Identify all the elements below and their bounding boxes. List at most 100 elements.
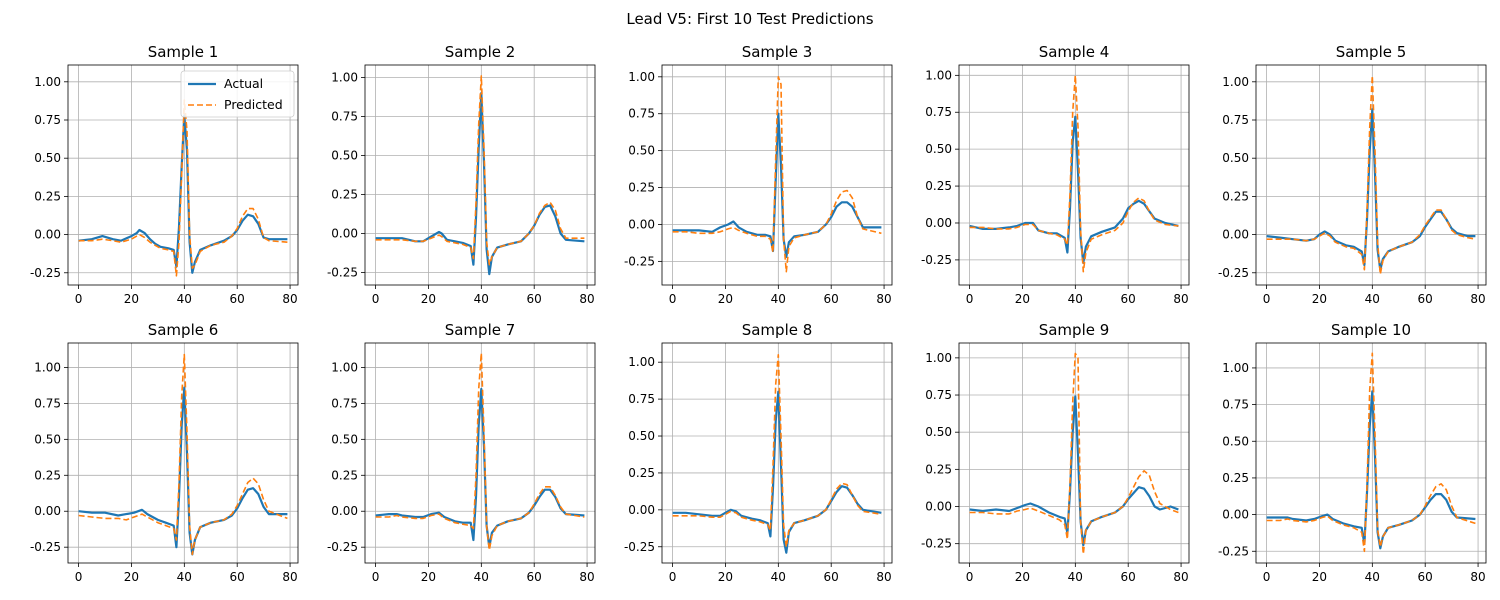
predicted-series-line bbox=[375, 75, 585, 266]
y-tick-label: 0.00 bbox=[1222, 228, 1249, 242]
plot-frame bbox=[661, 64, 893, 286]
predicted-series-line bbox=[78, 353, 288, 556]
y-tick-label: 0.00 bbox=[628, 503, 655, 517]
y-tick-label: 0.50 bbox=[331, 148, 358, 162]
x-tick-label: 40 bbox=[1365, 570, 1380, 584]
y-tick-label: -0.25 bbox=[921, 253, 952, 267]
y-tick-label: 0.25 bbox=[1222, 189, 1249, 203]
x-tick-label: 0 bbox=[669, 292, 677, 306]
x-tick-label: 40 bbox=[177, 292, 192, 306]
subplot-3: Sample 3 0 20 40 60 80 -0.25 0.00 0.25 0.50 0.75 1.… bbox=[624, 43, 893, 306]
subplot-grid: Sample 10 20 40 60 80-0.250.000.250.500.751.… bbox=[30, 43, 1487, 584]
y-tick-label: 0.50 bbox=[628, 144, 655, 158]
actual-series-line bbox=[672, 390, 882, 554]
y-tick-label: 0.75 bbox=[331, 396, 358, 410]
subplot-2: Sample 2 0 20 40 60 80 -0.25 0.00 0.25 0.50 0.75 1.… bbox=[327, 43, 596, 306]
subplot-title: Sample 5 bbox=[1336, 43, 1407, 61]
x-tick-label: 60 bbox=[1121, 292, 1136, 306]
plot-frame bbox=[661, 342, 893, 564]
x-tick-label: 40 bbox=[771, 570, 786, 584]
plot-frame bbox=[67, 342, 299, 564]
y-tick-label: 1.00 bbox=[331, 360, 358, 374]
x-tick-label: 40 bbox=[1068, 292, 1083, 306]
subplot-title: Sample 7 bbox=[445, 321, 516, 339]
actual-series-line bbox=[969, 395, 1179, 547]
y-tick-label: -0.25 bbox=[1218, 544, 1249, 558]
y-tick-label: 0.75 bbox=[628, 107, 655, 121]
predicted-series-line bbox=[672, 76, 882, 273]
y-tick-label: 0.25 bbox=[628, 466, 655, 480]
x-tick-label: 0 bbox=[75, 570, 83, 584]
x-tick-label: 0 bbox=[75, 292, 83, 306]
y-tick-label: -0.25 bbox=[327, 266, 358, 280]
y-tick-label: 1.00 bbox=[628, 355, 655, 369]
x-tick-label: 60 bbox=[1121, 570, 1136, 584]
subplot-1: Sample 1 0 20 40 60 80 -0.25 0.00 0.25 0.50 0.75 1.… bbox=[30, 43, 299, 306]
predicted-series-line bbox=[672, 354, 882, 548]
x-tick-label: 40 bbox=[771, 292, 786, 306]
subplot-title: Sample 6 bbox=[148, 321, 219, 339]
y-tick-label: 0.00 bbox=[331, 504, 358, 518]
subplot-7: Sample 7 0 20 40 60 80 -0.25 0.00 0.25 0.50 0.75 1.… bbox=[327, 321, 596, 584]
y-tick-label: 1.00 bbox=[628, 70, 655, 84]
x-tick-label: 0 bbox=[1263, 292, 1271, 306]
figure-title: Lead V5: First 10 Test Predictions bbox=[626, 10, 873, 28]
y-tick-label: 0.25 bbox=[628, 181, 655, 195]
y-tick-label: 0.25 bbox=[34, 189, 61, 203]
x-tick-label: 80 bbox=[579, 570, 594, 584]
plot-frame bbox=[67, 64, 299, 286]
y-tick-label: -0.25 bbox=[624, 540, 655, 554]
predicted-series-line bbox=[1266, 74, 1476, 276]
x-tick-label: 60 bbox=[527, 292, 542, 306]
y-tick-label: 0.75 bbox=[34, 113, 61, 127]
y-tick-label: 0.50 bbox=[1222, 434, 1249, 448]
y-tick-label: -0.25 bbox=[624, 254, 655, 268]
y-tick-label: 0.00 bbox=[925, 216, 952, 230]
y-tick-label: 0.25 bbox=[331, 188, 358, 202]
subplot-10: Sample 10 0 20 40 60 80 -0.25 0.00 0.25 0.50 0.75 1… bbox=[1218, 321, 1487, 584]
subplot-title: Sample 3 bbox=[742, 43, 813, 61]
x-tick-label: 60 bbox=[527, 570, 542, 584]
x-tick-label: 80 bbox=[282, 570, 297, 584]
y-tick-label: 0.00 bbox=[34, 228, 61, 242]
x-tick-label: 20 bbox=[124, 292, 139, 306]
y-tick-label: -0.25 bbox=[327, 540, 358, 554]
y-tick-label: 0.50 bbox=[628, 429, 655, 443]
x-tick-label: 80 bbox=[1173, 570, 1188, 584]
x-tick-label: 60 bbox=[1418, 570, 1433, 584]
y-tick-label: 0.00 bbox=[34, 504, 61, 518]
subplot-6: Sample 6 0 20 40 60 80 -0.25 0.00 0.25 0.50 0.75 1.… bbox=[30, 321, 299, 584]
x-tick-label: 0 bbox=[372, 570, 380, 584]
x-tick-label: 40 bbox=[1365, 292, 1380, 306]
x-tick-label: 0 bbox=[1263, 570, 1271, 584]
subplot-title: Sample 9 bbox=[1039, 321, 1110, 339]
x-tick-label: 20 bbox=[1312, 570, 1327, 584]
plot-frame bbox=[958, 342, 1190, 564]
y-tick-label: 0.00 bbox=[331, 227, 358, 241]
y-tick-label: -0.25 bbox=[30, 540, 61, 554]
y-tick-label: 1.00 bbox=[34, 75, 61, 89]
x-tick-label: 40 bbox=[1068, 570, 1083, 584]
plot-frame bbox=[1255, 64, 1487, 286]
y-tick-label: -0.25 bbox=[921, 537, 952, 551]
subplot-title: Sample 4 bbox=[1039, 43, 1110, 61]
y-tick-label: 0.50 bbox=[34, 151, 61, 165]
legend-label-actual: Actual bbox=[224, 76, 263, 91]
y-tick-label: 0.50 bbox=[34, 432, 61, 446]
y-tick-label: 1.00 bbox=[331, 70, 358, 84]
y-tick-label: 0.00 bbox=[1222, 508, 1249, 522]
x-tick-label: 60 bbox=[824, 292, 839, 306]
y-tick-label: -0.25 bbox=[1218, 266, 1249, 280]
plot-frame bbox=[364, 342, 596, 564]
y-tick-label: 0.25 bbox=[34, 468, 61, 482]
plot-frame bbox=[364, 64, 596, 286]
subplot-8: Sample 8 0 20 40 60 80 -0.25 0.00 0.25 0.50 0.75 1.… bbox=[624, 321, 893, 584]
y-tick-label: 1.00 bbox=[34, 360, 61, 374]
legend-label-predicted: Predicted bbox=[224, 97, 283, 112]
x-tick-label: 80 bbox=[282, 292, 297, 306]
x-tick-label: 0 bbox=[372, 292, 380, 306]
y-tick-label: 0.75 bbox=[1222, 398, 1249, 412]
actual-series-line bbox=[1266, 108, 1476, 271]
actual-series-line bbox=[672, 112, 882, 258]
